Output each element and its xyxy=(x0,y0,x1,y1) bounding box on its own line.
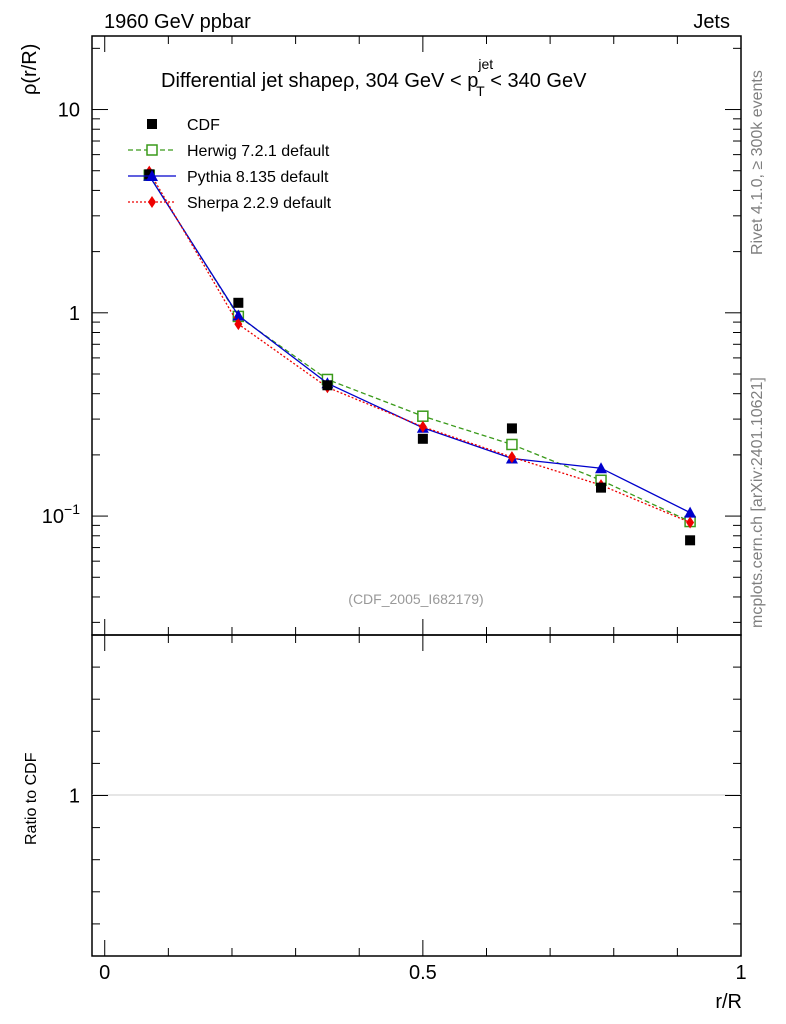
x-tick-label: 0.5 xyxy=(409,962,437,984)
legend-label-pythia: Pythia 8.135 default xyxy=(187,169,329,186)
legend-marker-sherpa xyxy=(148,196,156,208)
data-point-pythia xyxy=(595,462,608,474)
series-line-herwig xyxy=(148,174,691,523)
legend-label-sherpa: Sherpa 2.2.9 default xyxy=(187,195,332,212)
plot-title: Differential jet shapeρ, 304 GeV < pjet T… xyxy=(161,56,587,99)
main-y-tick-label: 1 xyxy=(69,303,80,325)
mcplots-label: mcplots.cern.ch [arXiv:2401.10621] xyxy=(749,377,766,628)
series-herwig xyxy=(143,169,696,528)
x-axis-label: r/R xyxy=(715,991,742,1013)
data-point-sherpa xyxy=(686,516,695,529)
ratio-y-axis-label: Ratio to CDF xyxy=(23,752,40,845)
x-tick-label: 1 xyxy=(735,962,746,984)
legend-marker-data xyxy=(147,119,157,129)
series-layer xyxy=(143,165,697,546)
tick-label-base: 10 xyxy=(42,506,64,528)
data-point-data xyxy=(144,169,155,180)
legend-label-herwig: Herwig 7.2.1 default xyxy=(187,143,330,160)
x-tick-label: 0 xyxy=(99,962,110,984)
plot-title-sub: T xyxy=(476,83,485,99)
data-point-data xyxy=(233,297,244,308)
ratio-axes: 0 0.5 1 1 xyxy=(69,635,747,984)
data-point-pythia xyxy=(684,506,697,518)
header-right-label: Jets xyxy=(693,11,730,33)
series-pythia xyxy=(143,169,697,518)
data-point-data xyxy=(685,535,696,546)
main-y-axis-label: ρ(r/R) xyxy=(19,44,41,95)
main-y-tick-label: 10−1 xyxy=(42,501,80,528)
plot-title-prefix: Differential jet shapeρ, 304 GeV < p xyxy=(161,70,478,92)
series-line-pythia xyxy=(148,175,691,514)
series-line-sherpa xyxy=(148,171,691,524)
data-point-data xyxy=(596,482,607,493)
data-point-data xyxy=(506,423,517,434)
analysis-watermark: (CDF_2005_I682179) xyxy=(348,591,483,607)
ratio-y-tick-label: 1 xyxy=(69,786,80,808)
data-point-sherpa xyxy=(507,451,516,464)
legend-marker-herwig xyxy=(146,144,158,156)
tick-label-exponent: −1 xyxy=(64,501,80,517)
main-y-tick-label: 10 xyxy=(58,100,80,122)
data-point-sherpa xyxy=(234,318,243,331)
legend-marker-pythia xyxy=(146,170,158,181)
data-point-herwig xyxy=(417,410,429,422)
legend: CDF Herwig 7.2.1 default Pythia 8.135 defa… xyxy=(128,117,332,212)
plot-title-suffix: < 340 GeV xyxy=(485,70,587,92)
legend-label-data: CDF xyxy=(187,117,220,134)
data-point-herwig xyxy=(506,438,518,451)
data-point-sherpa xyxy=(418,420,427,433)
header-left-label: 1960 GeV ppbar xyxy=(104,11,251,33)
plot-title-sup: jet xyxy=(477,56,493,72)
series-data xyxy=(144,169,696,546)
data-point-data xyxy=(417,433,428,444)
data-point-data xyxy=(322,380,333,391)
rivet-label: Rivet 4.1.0, ≥ 300k events xyxy=(749,70,766,255)
